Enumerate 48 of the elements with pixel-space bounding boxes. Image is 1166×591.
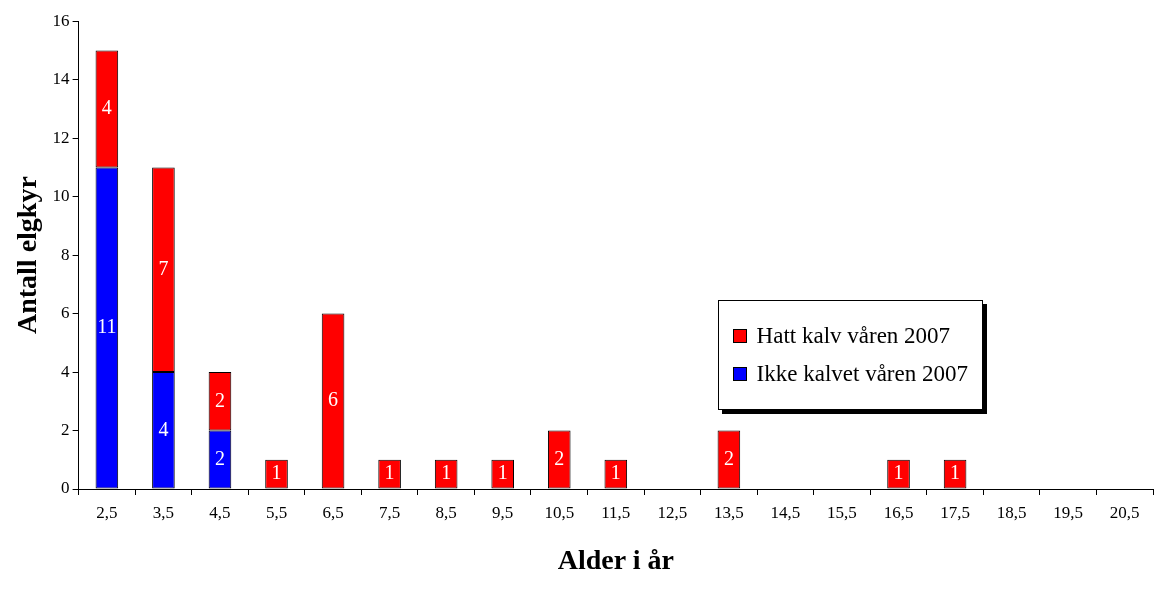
data-label: 2 [723, 446, 734, 469]
x-tick-label: 11,5 [601, 502, 631, 522]
y-tick-label: 10 [52, 186, 70, 206]
y-tick-label: 12 [52, 127, 70, 147]
y-tick-label: 0 [61, 478, 70, 498]
data-label: 2 [214, 388, 225, 411]
x-axis-title: Alder i år [557, 544, 674, 576]
x-tick-label: 18,5 [996, 502, 1027, 522]
data-label: 1 [384, 461, 395, 484]
y-tick-label: 4 [61, 361, 71, 381]
x-tick-label: 16,5 [883, 502, 914, 522]
x-tick-label: 2,5 [96, 502, 118, 522]
x-tick-label: 14,5 [770, 502, 801, 522]
x-tick-label: 12,5 [657, 502, 688, 522]
data-label: 1 [893, 461, 904, 484]
x-tick-label: 6,5 [322, 502, 344, 522]
data-label: 6 [328, 388, 339, 411]
legend-label: Ikke kalvet våren 2007 [756, 361, 968, 387]
x-tick-label: 7,5 [378, 502, 401, 522]
data-label: 2 [214, 446, 225, 469]
x-tick-label: 5,5 [265, 502, 288, 522]
data-label: 1 [497, 461, 508, 484]
x-tick-label: 15,5 [827, 502, 857, 522]
data-label: 1 [610, 461, 621, 484]
x-tick-label: 20,5 [1109, 502, 1140, 522]
y-tick-label: 6 [61, 303, 70, 323]
x-tick-label: 10,5 [544, 502, 575, 522]
y-tick-label: 2 [61, 419, 70, 439]
x-tick-label: 9,5 [492, 502, 514, 522]
data-label: 1 [271, 461, 282, 484]
legend-label: Hatt kalv våren 2007 [756, 323, 951, 349]
x-tick-label: 13,5 [714, 502, 744, 522]
y-tick-label: 14 [52, 69, 71, 89]
y-axis-title: Antall elgkyr [11, 176, 43, 335]
x-tick-label: 8,5 [435, 502, 457, 522]
y-tick-label: 16 [52, 10, 70, 30]
data-label: 4 [101, 96, 112, 119]
data-label: 1 [950, 461, 961, 484]
data-label: 2 [554, 446, 565, 469]
x-tick-label: 4,5 [209, 502, 231, 522]
y-tick-label: 8 [61, 244, 70, 264]
data-label: 1 [441, 461, 452, 484]
data-label: 7 [158, 256, 169, 279]
x-tick-label: 17,5 [940, 502, 970, 522]
data-label: 4 [158, 417, 169, 440]
x-tick-label: 3,5 [152, 502, 175, 522]
data-label: 11 [97, 315, 117, 338]
x-tick-label: 19,5 [1053, 502, 1084, 522]
